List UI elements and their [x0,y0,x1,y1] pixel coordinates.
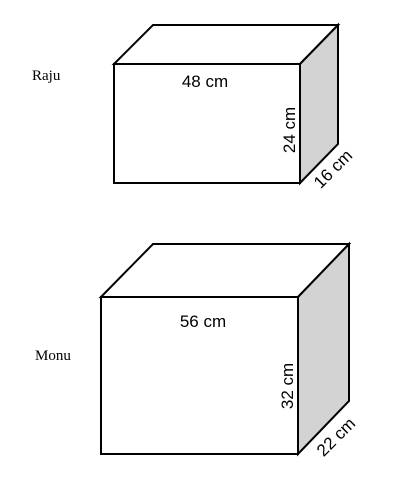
box-monu-owner-label: Monu [35,348,71,364]
box-raju-front-face [113,63,301,184]
box-monu-height-label: 32 cm [278,363,297,409]
box-raju-length-label: 48 cm [182,72,228,91]
box-monu-front-face [100,296,299,455]
box-raju-height-label: 24 cm [280,107,299,153]
box-raju-owner-label: Raju [32,68,61,84]
box-raju: Raju 48 cm 24 cm 16 cm [32,22,356,192]
box-monu-length-label: 56 cm [180,312,226,331]
box-monu: Monu 56 cm 32 cm 22 cm [35,241,359,460]
